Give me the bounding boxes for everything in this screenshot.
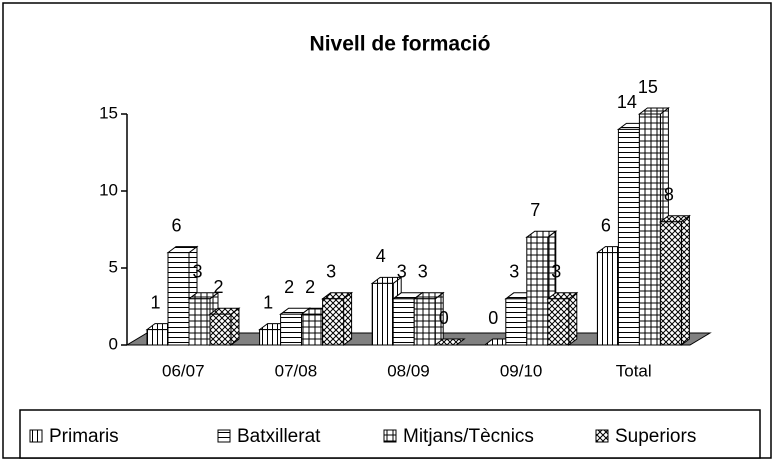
bar (505, 298, 528, 346)
bar (659, 221, 682, 346)
bar (617, 128, 640, 346)
data-label: 4 (376, 246, 386, 266)
bar-top (433, 338, 466, 346)
data-label: 2 (213, 277, 223, 297)
bar (413, 298, 436, 346)
y-tick-label: 0 (109, 334, 118, 353)
bar-side (680, 214, 690, 346)
data-label: 7 (530, 200, 540, 220)
bar (638, 113, 661, 346)
data-label: 0 (488, 308, 498, 328)
legend-label: Superiors (615, 426, 696, 447)
data-label: 6 (601, 215, 611, 235)
x-tick-label: Total (616, 361, 652, 380)
bar (371, 282, 394, 346)
legend-swatch (29, 429, 43, 443)
legend-swatch (595, 429, 609, 443)
data-label: 0 (439, 308, 449, 328)
data-label: 6 (171, 215, 181, 235)
data-label: 3 (192, 262, 202, 282)
chart-title: Nivell de formació (310, 33, 491, 56)
x-tick-label: 07/08 (275, 361, 318, 380)
x-tick-label: 09/10 (500, 361, 543, 380)
bar (547, 298, 570, 346)
y-tick-label: 10 (99, 180, 118, 199)
data-label: 2 (305, 277, 315, 297)
y-tick-label: 5 (109, 257, 118, 276)
bar (167, 252, 190, 346)
bar-side (568, 291, 578, 346)
x-tick-label: 08/09 (387, 361, 430, 380)
legend-label: Primaris (49, 426, 119, 447)
data-label: 1 (263, 292, 273, 312)
data-label: 1 (150, 292, 160, 312)
bar (146, 329, 169, 346)
legend-swatch (383, 429, 397, 443)
bar (596, 252, 619, 346)
data-label: 3 (326, 262, 336, 282)
bar (526, 236, 549, 346)
data-label: 2 (284, 277, 294, 297)
data-label: 3 (418, 262, 428, 282)
bar (322, 298, 345, 346)
legend-label: Mitjans/Tècnics (403, 426, 534, 447)
bar (392, 298, 415, 346)
bar (301, 313, 324, 346)
data-label: 8 (664, 185, 674, 205)
bar (259, 329, 282, 346)
x-tick-label: 06/07 (162, 361, 205, 380)
bar (188, 298, 211, 346)
data-label: 3 (509, 262, 519, 282)
bar-side (343, 291, 353, 346)
data-label: 3 (551, 262, 561, 282)
data-label: 15 (638, 77, 658, 97)
legend-swatch (217, 429, 231, 443)
data-label: 3 (397, 262, 407, 282)
data-label: 14 (617, 92, 637, 112)
legend-label: Batxillerat (237, 426, 321, 447)
bar (280, 313, 303, 346)
bar (209, 313, 232, 346)
y-tick-label: 15 (99, 103, 118, 122)
